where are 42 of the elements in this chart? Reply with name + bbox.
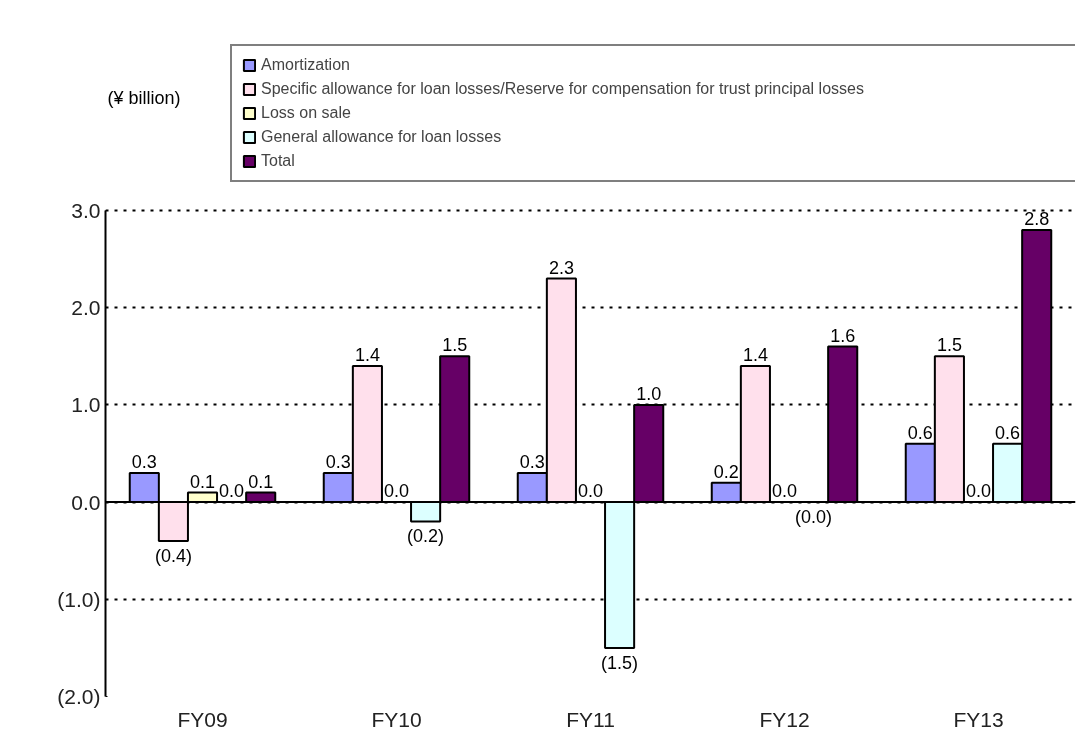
y-tick-label: 0.0	[71, 490, 101, 514]
x-tick-label: FY13	[953, 707, 1004, 731]
data-label: 1.5	[442, 335, 468, 356]
x-tick-label: FY10	[371, 707, 422, 731]
data-label: 1.0	[636, 384, 662, 405]
data-label: 0.3	[325, 452, 351, 473]
y-tick-label: 1.0	[71, 393, 101, 417]
data-label: (0.4)	[154, 545, 192, 566]
legend-label: Total	[261, 152, 296, 170]
data-label: 1.4	[354, 345, 380, 366]
data-label: 0.1	[248, 471, 274, 492]
data-label: 1.4	[742, 345, 768, 366]
y-tick-label: 2.0	[71, 296, 101, 320]
legend-label: General allowance for loan losses	[261, 128, 503, 146]
y-tick-label: 3.0	[71, 199, 101, 222]
data-label: 0.0	[219, 481, 245, 502]
x-tick-label: FY11	[566, 707, 615, 731]
data-label: 2.8	[1024, 209, 1050, 230]
y-tick-label: (1.0)	[57, 587, 101, 611]
data-label: 0.2	[713, 461, 739, 482]
data-label: 0.6	[907, 422, 933, 443]
data-label: 0.3	[519, 452, 545, 473]
legend-label: Amortization	[261, 56, 351, 74]
data-label: 0.3	[131, 452, 157, 473]
data-label: (0.2)	[407, 526, 445, 547]
x-tick-label: FY12	[759, 707, 810, 731]
data-label: 0.0	[771, 481, 798, 502]
data-label: (1.5)	[601, 652, 639, 673]
data-label: (0.0)	[795, 506, 833, 527]
data-label: 2.3	[548, 257, 574, 278]
data-label: 0.1	[189, 471, 216, 492]
legend-label: Specific allowance for loan losses/Reserve for compensation for trust principal losses	[261, 80, 865, 98]
x-tick-label: FY09	[177, 707, 228, 731]
data-label: 0.6	[995, 422, 1021, 443]
text: (¥ billion)	[107, 88, 181, 109]
legend-label: Loss on sale	[261, 104, 352, 122]
y-tick-label: (2.0)	[57, 685, 101, 708]
data-label: 0.0	[965, 481, 992, 502]
data-label: 0.0	[577, 481, 604, 502]
data-label: 1.5	[936, 335, 962, 356]
data-label: 1.6	[830, 325, 856, 346]
data-label: 0.0	[383, 481, 410, 502]
